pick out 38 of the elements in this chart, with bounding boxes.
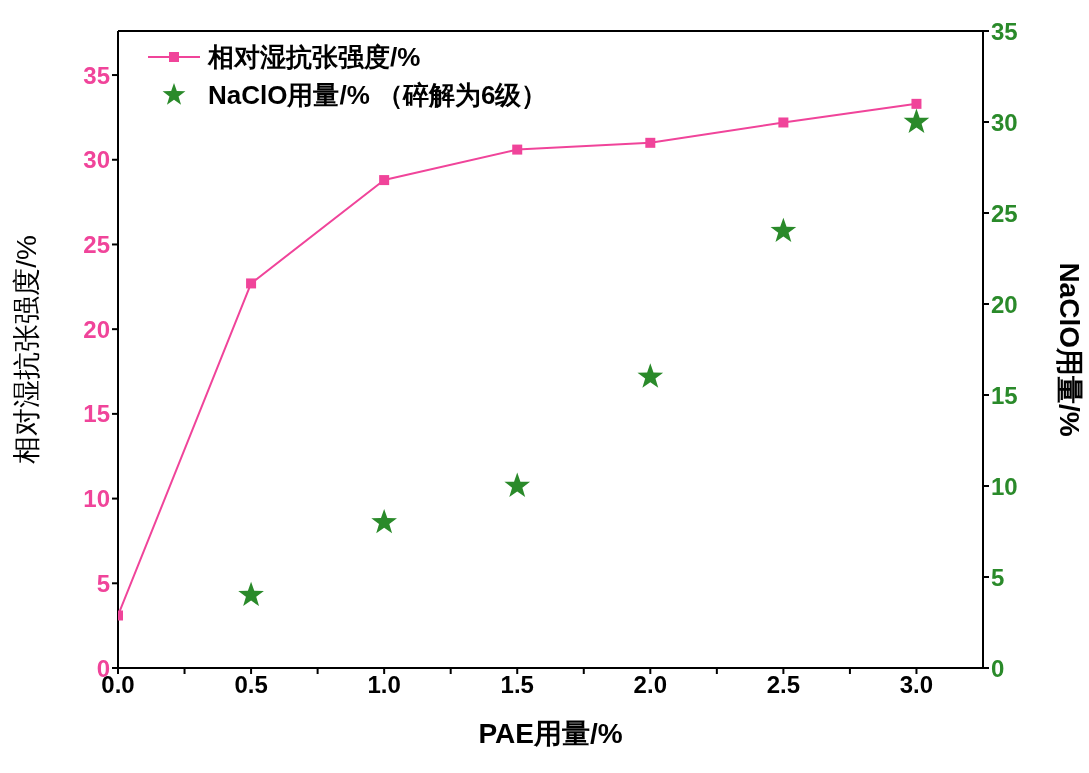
y2-tick-label: 0 [991, 654, 1005, 682]
y-tick-label: 5 [96, 569, 110, 597]
y2-tick-label: 35 [991, 17, 1018, 45]
x-tick-label: 2.0 [633, 671, 667, 699]
y2-tick-label: 20 [991, 290, 1018, 318]
point [512, 144, 523, 155]
y-tick-label: 20 [83, 315, 110, 343]
point [637, 363, 664, 388]
point [903, 108, 930, 133]
point [246, 278, 257, 289]
y2-axis-title: NaClO用量/% [1054, 262, 1086, 437]
x-tick-label: 1.0 [367, 671, 401, 699]
y2-tick-label: 5 [991, 563, 1005, 591]
point [770, 217, 797, 243]
y-tick-label: 10 [83, 485, 110, 513]
legend-label: 相对湿抗张强度/% [208, 40, 421, 74]
point [911, 98, 922, 109]
y-tick-label: 15 [83, 400, 110, 428]
x-tick-label: 3.0 [899, 671, 934, 699]
y-tick-label: 35 [83, 61, 110, 89]
y-tick-label: 25 [83, 230, 110, 258]
x-tick-label: 2.5 [766, 671, 801, 699]
point [778, 117, 789, 128]
point [504, 472, 531, 497]
y2-tick-label: 15 [991, 381, 1018, 409]
point [238, 581, 264, 607]
y2-tick-label: 25 [991, 199, 1018, 227]
y2-tick-label: 10 [991, 472, 1018, 500]
x-tick-label: 0.5 [234, 671, 268, 699]
y-tick-label: 30 [83, 146, 110, 174]
point [645, 137, 656, 148]
x-axis-title: PAE用量/% [478, 718, 623, 749]
x-tick-label: 1.5 [500, 671, 534, 699]
point [379, 175, 390, 186]
y2-tick-label: 30 [991, 108, 1018, 136]
legend-label: NaClO用量/% （碎解为6级） [208, 78, 548, 112]
point [371, 508, 397, 534]
y-axis-title: 相对湿抗张强度/% [10, 235, 42, 464]
